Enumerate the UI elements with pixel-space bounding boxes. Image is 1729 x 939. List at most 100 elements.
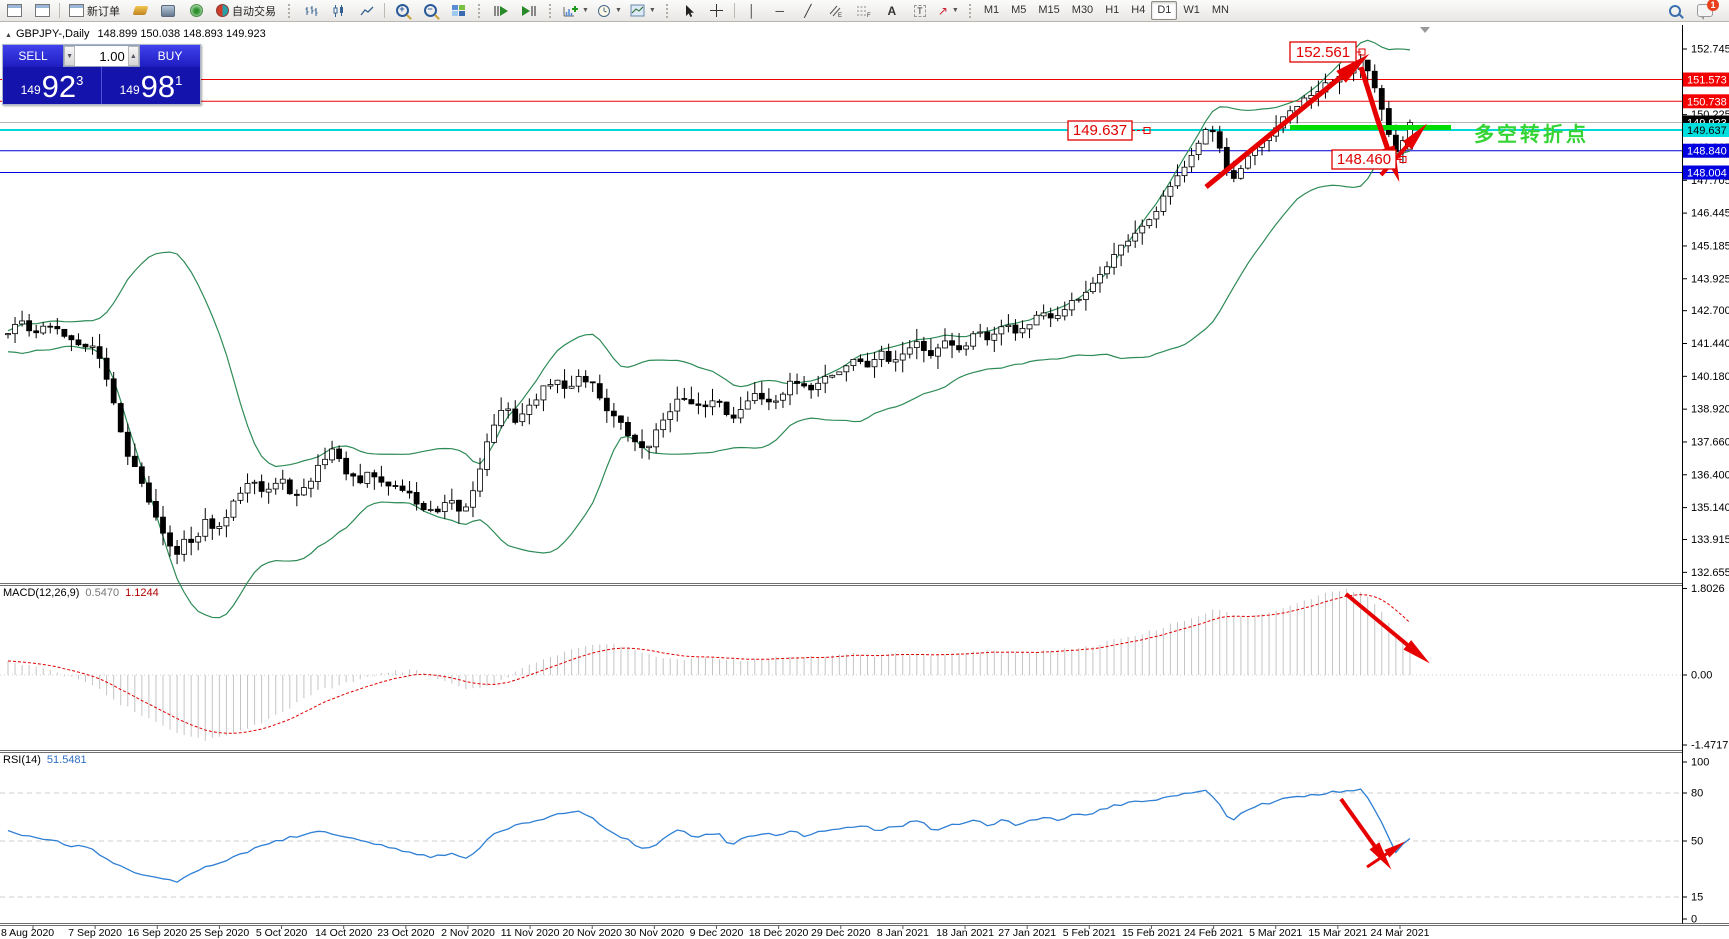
- rsi-label: RSI(14) 51.5481: [3, 754, 87, 766]
- periods-dropdown-arrow[interactable]: ▼: [614, 7, 622, 14]
- sell-price-main: 92: [41, 69, 77, 104]
- pivot-price-label[interactable]: 149.637: [1067, 120, 1151, 141]
- chart-window-button[interactable]: [0, 0, 28, 21]
- price-tick-label: 133.915: [1691, 534, 1729, 546]
- date-label: 8 Aug 2020: [1, 927, 54, 939]
- price-tick-label: 136.400: [1691, 469, 1729, 481]
- market-watch-button[interactable]: [126, 0, 154, 21]
- timeframe-w1[interactable]: W1: [1183, 4, 1200, 16]
- notification-badge: 1: [1707, 0, 1719, 11]
- buy-price-display: 149 98 1: [101, 67, 200, 104]
- new-order-label: 新订单: [87, 5, 120, 18]
- notifications-button[interactable]: 1: [1691, 0, 1719, 21]
- horizontal-line-icon: ─: [775, 3, 785, 18]
- macd-axis-label: -1.4717: [1691, 740, 1728, 752]
- indicators-icon: [563, 5, 578, 16]
- text-button[interactable]: A: [878, 0, 906, 21]
- news-button[interactable]: [182, 0, 210, 21]
- crosshair-button[interactable]: [703, 0, 731, 21]
- collapse-triangle-icon[interactable]: ▲: [5, 32, 12, 39]
- templates-dropdown-arrow[interactable]: ▼: [648, 7, 656, 14]
- price-badge-label: 151.573: [1687, 75, 1727, 87]
- price-badge-149.637: [1683, 122, 1729, 137]
- chart-zoom-window-button[interactable]: [28, 0, 56, 21]
- autotrading-label: 自动交易: [232, 5, 276, 18]
- price-tick-label: 142.700: [1691, 305, 1729, 317]
- date-label: 18 Dec 2020: [749, 927, 809, 939]
- tile-windows-button[interactable]: [444, 0, 472, 21]
- arrows-button[interactable]: ↗ ▼: [934, 0, 963, 21]
- equidistant-channel-button[interactable]: E: [822, 0, 850, 21]
- auto-scroll-button[interactable]: [487, 0, 515, 21]
- timeframe-m5[interactable]: M5: [1011, 4, 1027, 16]
- fibonacci-button[interactable]: F: [850, 0, 878, 21]
- date-label: 29 Dec 2020: [811, 927, 871, 939]
- periods-button[interactable]: ▼: [593, 0, 626, 21]
- zoom-in-button[interactable]: +: [388, 0, 416, 21]
- zoom-out-button[interactable]: −: [416, 0, 444, 21]
- sell-price-pip: 3: [76, 73, 84, 88]
- candlestick-chart-icon: [333, 4, 343, 17]
- new-order-button[interactable]: 新订单: [63, 0, 126, 21]
- timeframe-m15[interactable]: M15: [1038, 4, 1060, 16]
- timeframe-m1[interactable]: M1: [983, 4, 1000, 16]
- volume-input[interactable]: [75, 46, 128, 66]
- templates-button[interactable]: ▼: [626, 0, 660, 21]
- sell-button[interactable]: SELL: [3, 45, 63, 67]
- candlestick-chart-button[interactable]: [325, 0, 353, 21]
- candlestick-series: [5, 53, 1413, 565]
- arrows-dropdown-arrow[interactable]: ▼: [951, 7, 959, 14]
- timeframe-h1[interactable]: H1: [1105, 4, 1120, 16]
- price-tick-label: 137.660: [1691, 436, 1729, 448]
- bar-chart-button[interactable]: [297, 0, 325, 21]
- rsi-axis-label: 15: [1691, 892, 1703, 904]
- rsi-axis-label: 50: [1691, 836, 1703, 848]
- indicators-dropdown-arrow[interactable]: ▼: [582, 7, 589, 14]
- trendline-button[interactable]: ╱: [794, 0, 822, 21]
- volume-increase-button[interactable]: ▲: [127, 46, 139, 66]
- svg-text:148.460: 148.460: [1337, 151, 1391, 168]
- notifications-icon: 1: [1697, 0, 1719, 20]
- trend-up-arrow[interactable]: [1204, 53, 1370, 189]
- cursor-button[interactable]: [675, 0, 703, 21]
- text-label-button[interactable]: T: [906, 0, 934, 21]
- timeframe-h4[interactable]: H4: [1131, 4, 1146, 16]
- volume-decrease-button[interactable]: ▼: [64, 46, 76, 66]
- macd-name: MACD(12,26,9): [3, 587, 80, 599]
- timeframe-d1[interactable]: D1: [1151, 1, 1178, 20]
- search-button[interactable]: [1663, 0, 1691, 21]
- toolbar-grip: [968, 3, 974, 18]
- data-window-button[interactable]: [154, 0, 182, 21]
- horizontal-line-button[interactable]: ─: [766, 0, 794, 21]
- autotrading-button[interactable]: 自动交易: [210, 0, 282, 21]
- low-price-label[interactable]: 148.460: [1331, 149, 1407, 170]
- rsi-panel: [0, 788, 1682, 898]
- market-watch-icon: [132, 6, 148, 15]
- toolbar-separator: [384, 3, 385, 18]
- auto-scroll-icon: [494, 5, 508, 16]
- indicators-button[interactable]: ▼: [558, 0, 593, 21]
- rsi-bounce-arrow[interactable]: [1366, 841, 1406, 869]
- price-tick-label: 152.745: [1691, 44, 1729, 56]
- buy-button[interactable]: BUY: [140, 45, 200, 67]
- price-tick-label: 145.185: [1691, 240, 1729, 252]
- price-badge-151.573: [1683, 72, 1729, 87]
- chart-shift-marker[interactable]: [1420, 27, 1430, 33]
- rsi-name: RSI(14): [3, 754, 41, 766]
- price-tick-label: 141.440: [1691, 338, 1729, 350]
- vertical-line-button[interactable]: │: [738, 0, 766, 21]
- timeframe-m30[interactable]: M30: [1071, 4, 1094, 16]
- main-toolbar: 新订单 自动交易 + − ▼ ▼ ▼ │ ─ ╱ E: [0, 0, 1729, 22]
- vertical-line-icon: │: [748, 3, 756, 18]
- rsi-down-arrow[interactable]: [1339, 797, 1392, 870]
- macd-down-arrow[interactable]: [1344, 592, 1430, 664]
- date-label: 27 Jan 2021: [998, 927, 1056, 939]
- macd-signal-line: [7, 594, 1411, 734]
- line-chart-button[interactable]: [353, 0, 381, 21]
- peak-price-label[interactable]: 152.561: [1289, 41, 1366, 63]
- chart-shift-icon: [522, 5, 536, 16]
- toolbar-grip: [665, 3, 671, 18]
- chart-shift-button[interactable]: [515, 0, 543, 21]
- timeframe-mn[interactable]: MN: [1211, 4, 1229, 16]
